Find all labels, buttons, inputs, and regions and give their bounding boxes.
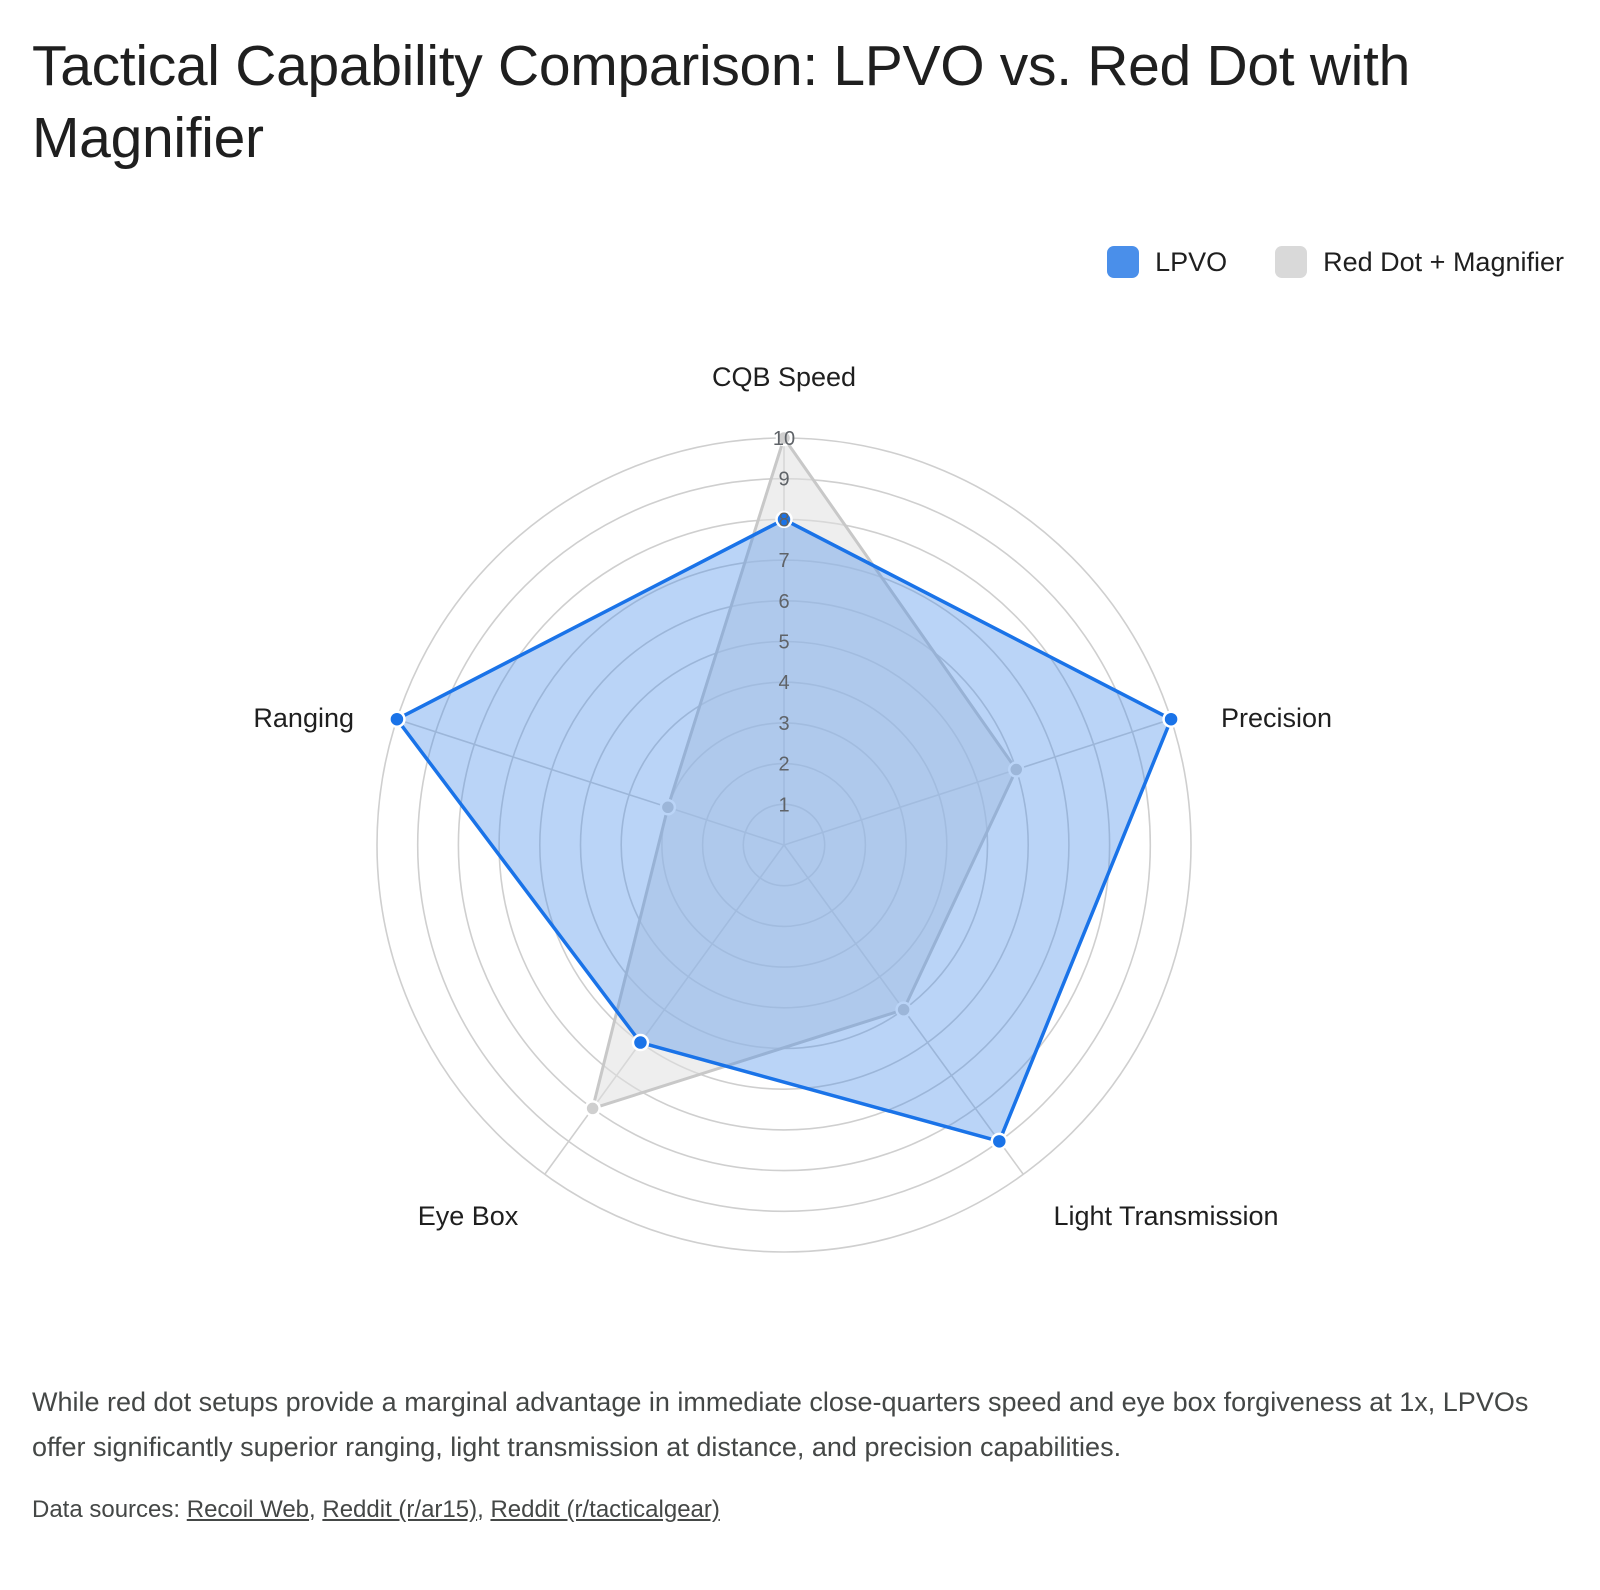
chart-legend: LPVO Red Dot + Magnifier [1107,246,1564,278]
radar-chart: 1 2 3 4 5 6 7 8 9 10 CQB Speed Precision Light Trans… [253,362,1332,1253]
axis-label-precision: Precision [1221,703,1332,733]
chart-title: Tactical Capability Comparison: LPVO vs.… [32,34,1410,170]
tick-label-10: 10 [773,428,795,450]
tick-label-4: 4 [778,672,789,694]
tick-label-7: 7 [778,550,789,572]
legend-item-lpvo[interactable]: LPVO [1107,246,1227,278]
axis-label-ranging: Ranging [253,703,354,733]
chart-caption: While red dot setups provide a marginal … [32,1387,1529,1462]
source-link-reddit-ar15[interactable]: Reddit (r/ar15) [322,1496,478,1523]
series-area-red-dot [591,436,1018,1110]
axis-label-eye-box: Eye Box [418,1201,519,1231]
axis-labels: CQB Speed Precision Light Transmission Eye … [253,362,1332,1231]
point-red-dot-1 [1007,761,1025,778]
data-sources: Data sources: Recoil Web, Reddit (r/ar15… [32,1496,720,1523]
legend-item-red-dot[interactable]: Red Dot + Magnifier [1275,246,1564,278]
tick-label-3: 3 [778,713,789,735]
axis-label-cqb-speed: CQB Speed [712,362,856,392]
legend-label-red-dot: Red Dot + Magnifier [1323,246,1564,277]
point-lpvo-0 [775,510,793,529]
legend-swatch-lpvo [1107,246,1140,278]
source-link-reddit-tacticalgear[interactable]: Reddit (r/tacticalgear) [490,1496,720,1523]
point-lpvo-1 [1162,710,1180,728]
radial-tick-labels: 1 2 3 4 5 6 7 8 9 10 [773,428,795,816]
axis-label-light-transmission: Light Transmission [1053,1201,1278,1231]
tick-label-5: 5 [778,632,789,654]
point-lpvo-4 [388,710,406,728]
series-lpvo [388,510,1180,1151]
legend-swatch-red-dot [1275,246,1308,278]
tick-label-6: 6 [778,591,789,613]
tick-label-8: 8 [778,509,789,531]
point-red-dot-3 [584,1100,601,1117]
source-link-recoil-web[interactable]: Recoil Web [186,1496,310,1523]
point-lpvo-3 [631,1033,650,1052]
series-red-dot [584,429,1025,1117]
legend-label-lpvo: LPVO [1155,246,1228,277]
point-red-dot-2 [895,1001,912,1018]
sources-label: Data sources: [32,1496,181,1523]
tick-label-1: 1 [778,794,789,816]
point-lpvo-2 [990,1132,1009,1151]
point-red-dot-4 [659,799,677,816]
tick-label-2: 2 [778,754,789,776]
tick-label-9: 9 [778,469,789,491]
series-area-lpvo [395,517,1173,1144]
point-red-dot-0 [775,429,793,447]
